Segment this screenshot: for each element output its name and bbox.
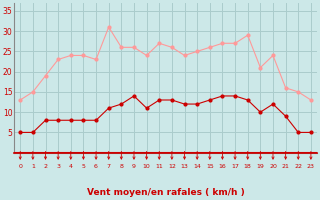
X-axis label: Vent moyen/en rafales ( km/h ): Vent moyen/en rafales ( km/h ) [87, 188, 244, 197]
